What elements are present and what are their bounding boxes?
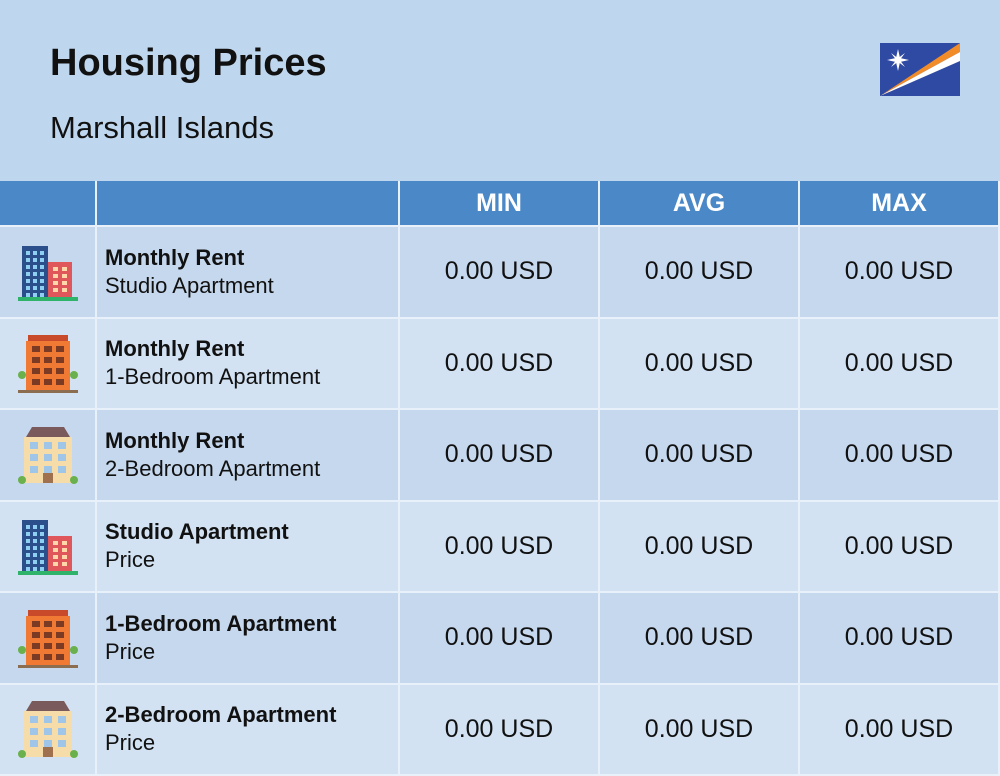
- row-icon: [0, 501, 97, 593]
- row-icon: [0, 227, 97, 319]
- price-cell: 0.00 USD: [600, 318, 800, 410]
- row-label: 1-Bedroom Apartment Price: [97, 593, 400, 685]
- title: Housing Prices: [50, 42, 327, 84]
- price-cell: 0.00 USD: [800, 684, 1000, 776]
- row-label: 2-Bedroom Apartment Price: [97, 684, 400, 776]
- price-cell: 0.00 USD: [600, 227, 800, 319]
- row-subtitle: Price: [105, 730, 156, 756]
- price-cell: 0.00 USD: [800, 501, 1000, 593]
- price-cell: 0.00 USD: [400, 593, 600, 685]
- column-header: MIN: [400, 181, 600, 227]
- row-subtitle: Price: [105, 638, 156, 664]
- building-icon: [17, 426, 78, 484]
- row-label: Studio Apartment Price: [97, 501, 400, 593]
- price-cell: 0.00 USD: [800, 410, 1000, 502]
- row-label: Monthly Rent Studio Apartment: [97, 227, 400, 319]
- price-cell: 0.00 USD: [600, 593, 800, 685]
- row-title: 2-Bedroom Apartment: [105, 702, 337, 728]
- flag: [880, 43, 960, 96]
- column-header: AVG: [600, 181, 800, 227]
- price-cell: 0.00 USD: [400, 318, 600, 410]
- header-cell: [0, 181, 97, 227]
- price-cell: 0.00 USD: [600, 684, 800, 776]
- price-cell: 0.00 USD: [800, 318, 1000, 410]
- price-cell: 0.00 USD: [800, 227, 1000, 319]
- price-cell: 0.00 USD: [800, 593, 1000, 685]
- building-icon: [17, 609, 78, 668]
- building-icon: [17, 701, 78, 759]
- price-cell: 0.00 USD: [400, 227, 600, 319]
- price-cell: 0.00 USD: [400, 501, 600, 593]
- table: MIN AVG MAX Monthly Rent Studio Apartment 0.0…: [0, 181, 1000, 776]
- row-label: Monthly Rent 2-Bedroom Apartment: [97, 410, 400, 502]
- price-cell: 0.00 USD: [600, 501, 800, 593]
- building-icon: [17, 245, 78, 301]
- row-title: 1-Bedroom Apartment: [105, 610, 337, 636]
- row-subtitle: 2-Bedroom Apartment: [105, 455, 321, 481]
- header-cell: [97, 181, 400, 227]
- column-header: MAX: [800, 181, 1000, 227]
- price-cell: 0.00 USD: [400, 684, 600, 776]
- row-icon: [0, 410, 97, 502]
- row-icon: [0, 318, 97, 410]
- row-icon: [0, 593, 97, 685]
- building-icon: [17, 335, 78, 394]
- building-icon: [17, 520, 78, 576]
- row-subtitle: Studio Apartment: [105, 272, 274, 298]
- subtitle: Marshall Islands: [50, 110, 274, 145]
- price-cell: 0.00 USD: [400, 410, 600, 502]
- row-label: Monthly Rent 1-Bedroom Apartment: [97, 318, 400, 410]
- row-title: Monthly Rent: [105, 427, 245, 453]
- row-title: Studio Apartment: [105, 519, 289, 545]
- row-title: Monthly Rent: [105, 336, 245, 362]
- row-subtitle: Price: [105, 547, 156, 573]
- row-subtitle: 1-Bedroom Apartment: [105, 364, 321, 390]
- row-icon: [0, 684, 97, 776]
- price-cell: 0.00 USD: [600, 410, 800, 502]
- row-title: Monthly Rent: [105, 244, 245, 270]
